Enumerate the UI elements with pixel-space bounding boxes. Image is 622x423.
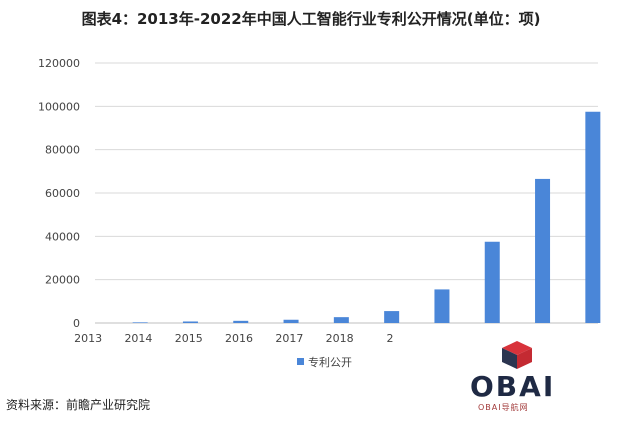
x-tick-label: 2: [386, 332, 393, 345]
bars: [132, 111, 601, 323]
cube-icon: [502, 341, 532, 369]
logo-wordmark: OBAI: [470, 370, 556, 403]
x-axis-tick-labels: 2013 2014 2015 2016 2017 2018 2: [74, 332, 393, 345]
x-tick-label: 2014: [124, 332, 152, 345]
bar: [333, 317, 349, 323]
legend: 专利公开: [297, 355, 352, 369]
y-tick-label: 100000: [38, 100, 80, 113]
x-tick-label: 2018: [326, 332, 354, 345]
bar: [434, 289, 450, 323]
x-tick-label: 2015: [175, 332, 203, 345]
source-note: 资料来源：前瞻产业研究院: [6, 398, 151, 412]
x-tick-label: 2016: [225, 332, 253, 345]
bar: [283, 319, 299, 323]
bar: [484, 241, 500, 323]
y-tick-label: 120000: [38, 57, 80, 70]
bar: [182, 321, 198, 323]
y-tick-label: 0: [73, 317, 80, 330]
logo-subtitle: OBAI导航网: [478, 403, 529, 412]
y-tick-label: 60000: [45, 187, 80, 200]
x-tick-label: 2013: [74, 332, 102, 345]
y-tick-label: 40000: [45, 230, 80, 243]
legend-label: 专利公开: [308, 355, 352, 369]
bar: [535, 178, 551, 323]
bar: [132, 322, 148, 323]
bar: [585, 111, 601, 323]
y-tick-label: 20000: [45, 274, 80, 287]
y-axis-tick-labels: 0 20000 40000 60000 80000 100000 120000: [38, 57, 80, 330]
y-tick-label: 80000: [45, 144, 80, 157]
bar: [384, 311, 400, 323]
obai-logo: OBAI OBAI导航网: [466, 340, 586, 416]
chart-title: 图表4：2013年-2022年中国人工智能行业专利公开情况(单位：项): [81, 10, 541, 28]
gridlines: [95, 62, 598, 324]
bar: [233, 320, 249, 323]
x-tick-label: 2017: [275, 332, 303, 345]
legend-swatch: [297, 358, 304, 365]
